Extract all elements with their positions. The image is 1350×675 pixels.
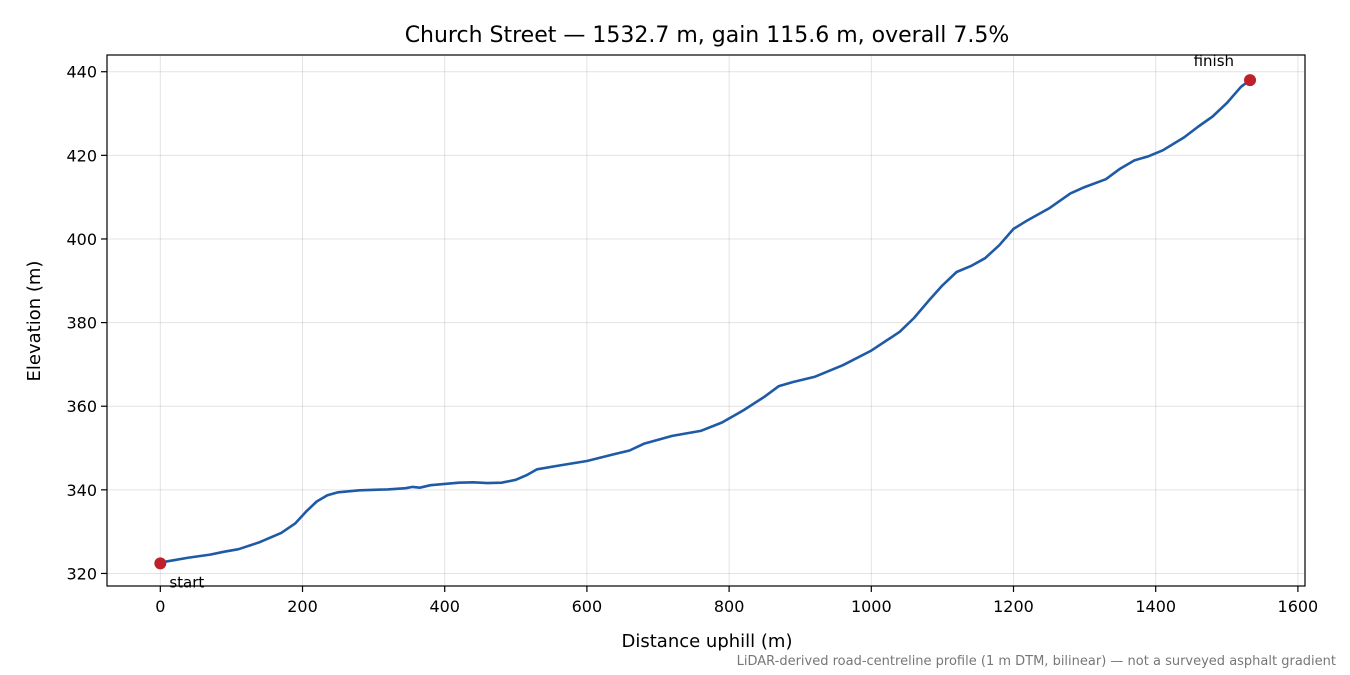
finish-marker — [1244, 74, 1257, 87]
footnote: LiDAR-derived road-centreline profile (1… — [737, 654, 1336, 669]
x-tick-label: 0 — [155, 597, 165, 616]
gridlines — [107, 55, 1305, 586]
elevation-series-line — [159, 78, 1252, 565]
y-tick-label: 440 — [66, 63, 97, 82]
chart-title: Church Street — 1532.7 m, gain 115.6 m, … — [405, 23, 1010, 48]
y-axis: 320 340 360 380 400 420 440 — [66, 63, 107, 583]
x-tick-label: 1000 — [851, 597, 892, 616]
x-tick-label: 1400 — [1135, 597, 1176, 616]
x-axis-label: Distance uphill (m) — [622, 631, 793, 652]
y-tick-label: 340 — [66, 481, 97, 500]
x-tick-label: 1600 — [1278, 597, 1319, 616]
y-tick-label: 420 — [66, 146, 97, 165]
y-tick-label: 360 — [66, 397, 97, 416]
y-tick-label: 380 — [66, 314, 97, 333]
plot-frame — [106, 54, 1306, 587]
marker-layer: start finish — [154, 52, 1257, 591]
series-layer — [159, 78, 1252, 565]
start-marker — [154, 557, 167, 570]
y-tick-label: 320 — [66, 564, 97, 583]
y-tick-label: 400 — [66, 230, 97, 249]
start-annotation: start — [169, 573, 204, 591]
x-tick-label: 800 — [714, 597, 745, 616]
x-tick-label: 1200 — [993, 597, 1034, 616]
x-tick-label: 400 — [429, 597, 460, 616]
x-tick-label: 200 — [287, 597, 318, 616]
finish-annotation: finish — [1194, 52, 1234, 70]
x-axis: 0 200 400 600 800 1000 1200 1400 1600 — [155, 586, 1318, 616]
y-axis-label: Elevation (m) — [24, 261, 45, 382]
x-tick-label: 600 — [572, 597, 603, 616]
